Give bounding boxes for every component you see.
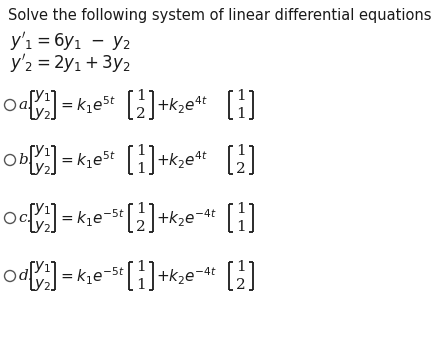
Text: 2: 2 (235, 162, 245, 176)
Text: 1: 1 (235, 260, 245, 274)
Text: $= k_1 e^{-5t}$: $= k_1 e^{-5t}$ (58, 207, 126, 229)
Text: $y_2$: $y_2$ (34, 219, 51, 235)
Text: $+ k_2 e^{-4t}$: $+ k_2 e^{-4t}$ (156, 207, 218, 229)
Text: $= k_1 e^{-5t}$: $= k_1 e^{-5t}$ (58, 265, 126, 287)
Text: $+ k_2 e^{4t}$: $+ k_2 e^{4t}$ (156, 94, 209, 116)
Text: $y'_2 = 2y_1 + 3y_2$: $y'_2 = 2y_1 + 3y_2$ (10, 52, 130, 75)
Text: $y_2$: $y_2$ (34, 106, 51, 122)
Text: 2: 2 (136, 220, 146, 234)
Text: 1: 1 (136, 144, 146, 158)
Text: 1: 1 (136, 278, 146, 292)
Text: 1: 1 (136, 162, 146, 176)
Text: c.: c. (19, 211, 32, 225)
Text: b.: b. (19, 153, 33, 167)
Text: 1: 1 (235, 89, 245, 103)
Text: $= k_1 e^{5t}$: $= k_1 e^{5t}$ (58, 149, 117, 171)
Text: $+ k_2 e^{-4t}$: $+ k_2 e^{-4t}$ (156, 265, 218, 287)
Text: 1: 1 (235, 220, 245, 234)
Text: a.: a. (19, 98, 32, 112)
Text: 1: 1 (235, 107, 245, 121)
Text: d.: d. (19, 269, 33, 283)
Text: 2: 2 (136, 107, 146, 121)
Text: $y_1$: $y_1$ (34, 88, 51, 104)
Text: $y_1$: $y_1$ (34, 143, 51, 159)
Text: Solve the following system of linear differential equations:: Solve the following system of linear dif… (8, 8, 432, 23)
Text: $y'_1 = 6y_1\ -\ y_2$: $y'_1 = 6y_1\ -\ y_2$ (10, 30, 131, 53)
Text: 1: 1 (235, 144, 245, 158)
Text: $y_1$: $y_1$ (34, 201, 51, 217)
Text: 1: 1 (136, 202, 146, 216)
Text: $= k_1 e^{5t}$: $= k_1 e^{5t}$ (58, 94, 117, 116)
Text: 1: 1 (136, 260, 146, 274)
Text: 1: 1 (136, 89, 146, 103)
Text: $y_1$: $y_1$ (34, 259, 51, 275)
Text: $y_2$: $y_2$ (34, 161, 51, 177)
Text: 1: 1 (235, 202, 245, 216)
Text: $+ k_2 e^{4t}$: $+ k_2 e^{4t}$ (156, 149, 209, 171)
Text: 2: 2 (235, 278, 245, 292)
Text: $y_2$: $y_2$ (34, 277, 51, 293)
